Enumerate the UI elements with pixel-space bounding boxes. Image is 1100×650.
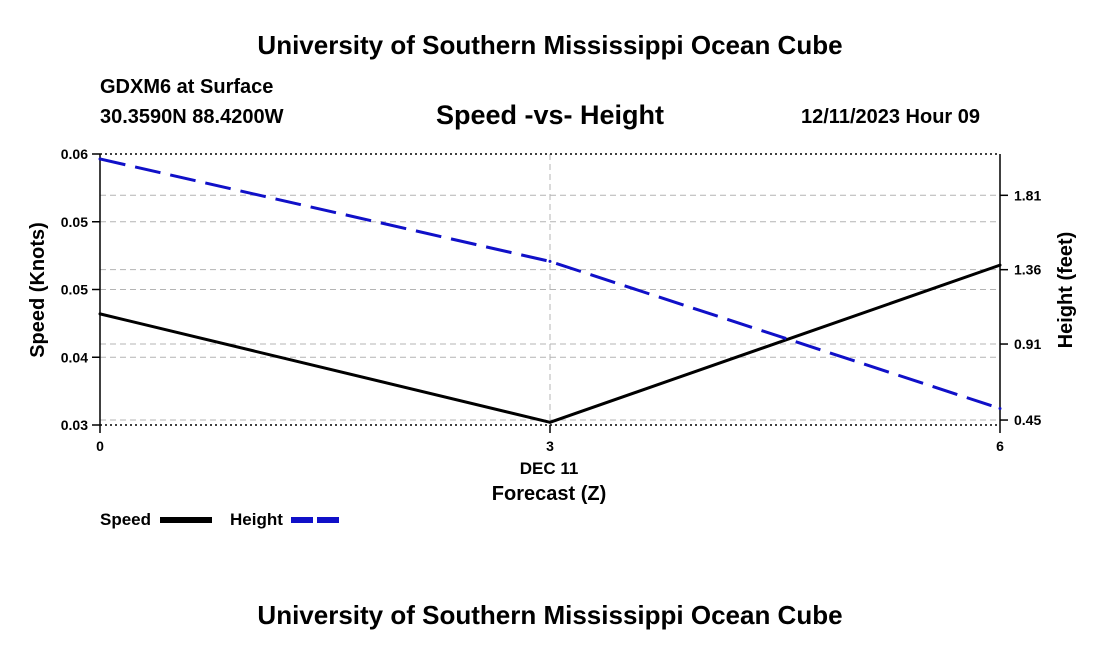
ticks-layer: 0 3 6 0.03 0.04 0.05 0.05 0.06 0.45 0.91 1.36 1.81 (61, 146, 1042, 454)
left-tick-label: 0.04 (61, 349, 88, 365)
legend-speed-label: Speed (100, 510, 151, 529)
grid-layer (100, 154, 1000, 425)
left-tick-label: 0.05 (61, 214, 88, 230)
legend-height-label: Height (230, 510, 283, 529)
legend: Speed Height (100, 510, 342, 529)
right-tick-label: 0.91 (1014, 336, 1041, 352)
height-data-point (998, 406, 1002, 410)
speed-data-point (548, 420, 552, 424)
right-axis-title: Height (feet) (1055, 232, 1077, 349)
x-tick-label: 0 (96, 438, 104, 454)
speed-data-point (998, 263, 1002, 267)
forecast-datetime: 12/11/2023 Hour 09 (801, 106, 981, 128)
height-data-point (548, 259, 552, 263)
station-label: GDXM6 at Surface (100, 76, 274, 98)
right-tick-label: 1.36 (1014, 262, 1041, 278)
left-axis-title: Speed (Knots) (27, 222, 49, 358)
speed-data-point (98, 312, 102, 316)
left-tick-label: 0.03 (61, 417, 88, 433)
right-tick-label: 0.45 (1014, 412, 1041, 428)
x-tick-label: 3 (546, 438, 554, 454)
page-title: University of Southern Mississippi Ocean… (257, 30, 843, 60)
height-series-line (99, 157, 1001, 410)
left-tick-label: 0.05 (61, 282, 88, 298)
x-tick-label: 6 (996, 438, 1004, 454)
series-layer (98, 157, 1002, 424)
x-date-label: DEC 11 (520, 459, 579, 478)
left-tick-label: 0.06 (61, 146, 88, 162)
height-data-point (98, 157, 102, 161)
footer-title: University of Southern Mississippi Ocean… (257, 600, 843, 630)
right-tick-label: 1.81 (1014, 187, 1041, 203)
coordinates-label: 30.3590N 88.4200W (100, 106, 284, 128)
chart-title: Speed -vs- Height (435, 100, 665, 130)
x-axis-title: Forecast (Z) (492, 483, 606, 505)
